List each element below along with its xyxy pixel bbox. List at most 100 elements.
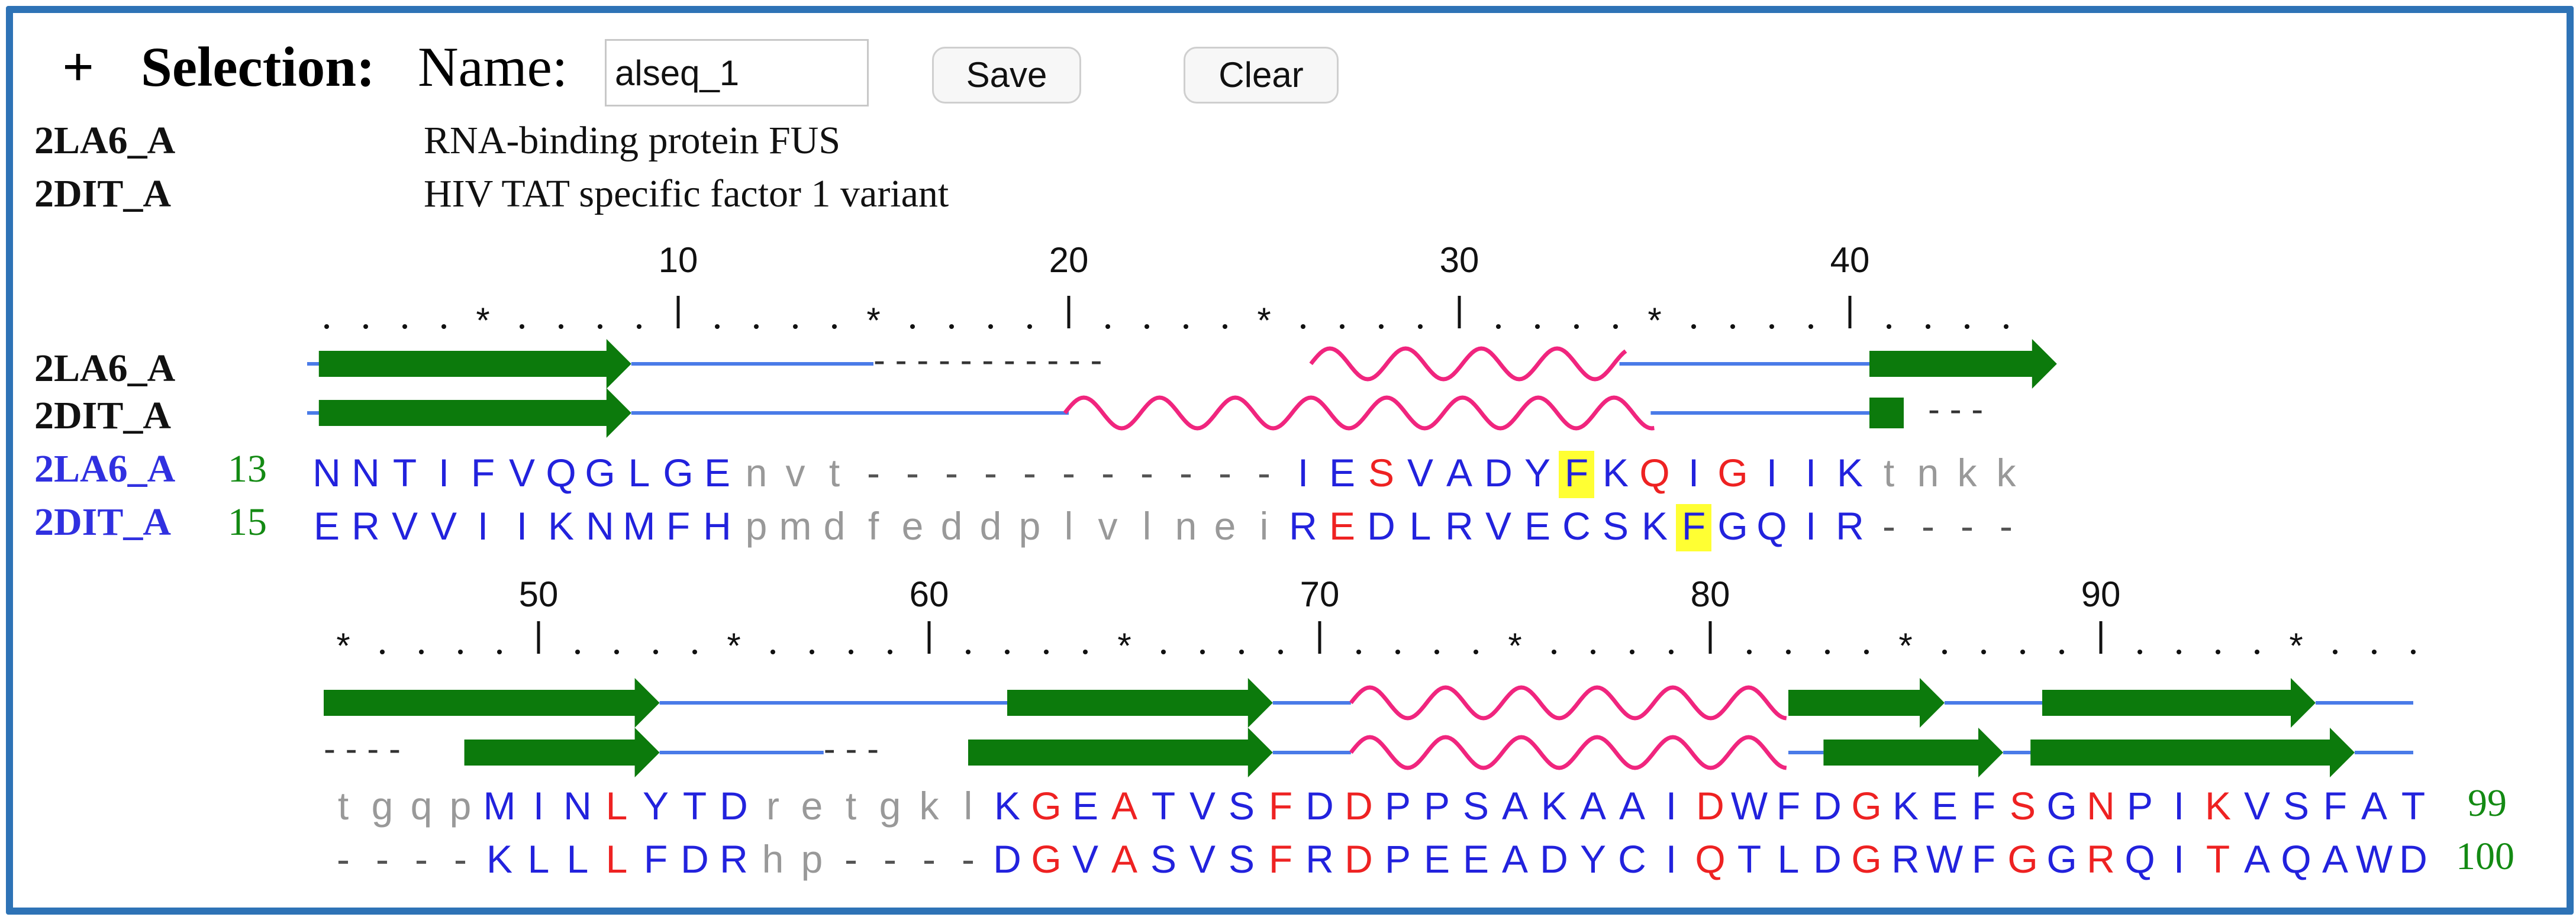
selection-panel [6,6,2574,915]
residue: P [1424,784,1450,828]
ruler-dot [1356,650,1361,654]
clear-button[interactable]: Clear [1184,47,1339,104]
residue: e [1214,504,1236,548]
residue: W [1926,837,1964,881]
residue: i [1260,504,1269,548]
entry-id: 2DIT_A [34,172,172,215]
ruler-star: * [727,626,740,666]
residue: V [1072,837,1098,881]
save-button[interactable]: Save [932,47,1081,104]
ruler-dot [1223,324,1227,329]
residue: N [312,451,341,495]
residue: G [1851,784,1881,828]
residue: F [666,504,690,548]
residue: D [1813,784,1842,828]
residue: P [1385,784,1411,828]
alpha-helix [1063,395,1655,431]
ruler-dot [1591,650,1595,654]
residue: Q [546,451,576,495]
ruler-dot [910,324,915,329]
sequence-name[interactable]: 2LA6_A [34,447,176,490]
residue: V [431,504,457,548]
residue: - [1882,504,1895,548]
ruler-dot [2004,324,2008,329]
residue: L [606,837,628,881]
ruler-dot [1942,650,1947,654]
residue: l [1143,504,1152,548]
residue: v [786,451,805,495]
ruler-dot [1769,324,1774,329]
residue: S [1463,784,1489,828]
selection-name-input[interactable] [605,39,869,106]
residue: A [2322,837,2348,881]
residue: G [1031,837,1061,881]
residue: - [884,837,897,881]
sequence-end-number: 100 [2456,835,2514,878]
sequence-start-number: 13 [228,447,267,490]
residue: M [483,784,516,828]
beta-strand-arrow [1869,339,2057,389]
residue: Q [1639,451,1669,495]
alpha-helix [1349,685,1787,721]
residue: G [2046,784,2077,828]
residue: p [746,504,768,548]
sequence-start-number: 15 [228,501,267,544]
residue: k [1997,451,2017,495]
residue: - [867,451,880,495]
residue: V [1189,784,1216,828]
residue: D [1367,504,1395,548]
residue: l [964,784,973,828]
expand-plus-icon[interactable]: + [62,35,95,98]
residue: A [1580,784,1606,828]
residue: F [1972,784,1995,828]
ruler-star: * [866,301,880,340]
gap-dashes: - - - - - - - - - - - [873,340,1102,380]
residue: - [454,837,467,881]
residue: G [585,451,615,495]
gap-dashes: - - - - [324,729,401,769]
residue: K [486,837,512,881]
residue: - [1218,451,1231,495]
residue: - [962,837,975,881]
residue: - [1101,451,1114,495]
residue: I [1806,504,1816,548]
name-label: Name: [418,35,568,98]
selection-heading: Selection: [141,35,375,98]
residue: W [2356,837,2393,881]
residue: - [844,837,857,881]
residue: t [338,784,349,828]
track-label: 2LA6_A [34,347,176,390]
residue: G [1851,837,1881,881]
residue: R [352,504,380,548]
residue: T [393,451,417,495]
ruler-dot [2137,650,2142,654]
residue: A [2244,837,2270,881]
ruler-dot [715,324,720,329]
ruler-dot [1574,324,1579,329]
ruler-dot [1887,324,1891,329]
beta-strand-arrow [968,728,1273,777]
residue: D [993,837,1021,881]
ruler-dot [754,324,759,329]
residue: E [1463,837,1489,881]
ruler-dot [2372,650,2377,654]
ruler-dot [653,650,658,654]
residue: I [1666,784,1677,828]
residue: S [1368,451,1394,495]
residue: D [1305,784,1334,828]
ruler-dot [949,324,954,329]
sequence-name[interactable]: 2DIT_A [34,501,172,544]
ruler-dot [2059,650,2064,654]
residue: - [1921,504,1935,548]
ruler-dot [810,650,814,654]
ruler-dot [1161,650,1166,654]
residue: F [1972,837,1995,881]
ruler-dot [497,650,502,654]
residue: V [2244,784,2270,828]
residue: E [1932,784,1958,828]
residue: - [337,837,350,881]
residue: C [1618,837,1646,881]
residue: L [1410,504,1432,548]
ruler-dot [849,650,853,654]
